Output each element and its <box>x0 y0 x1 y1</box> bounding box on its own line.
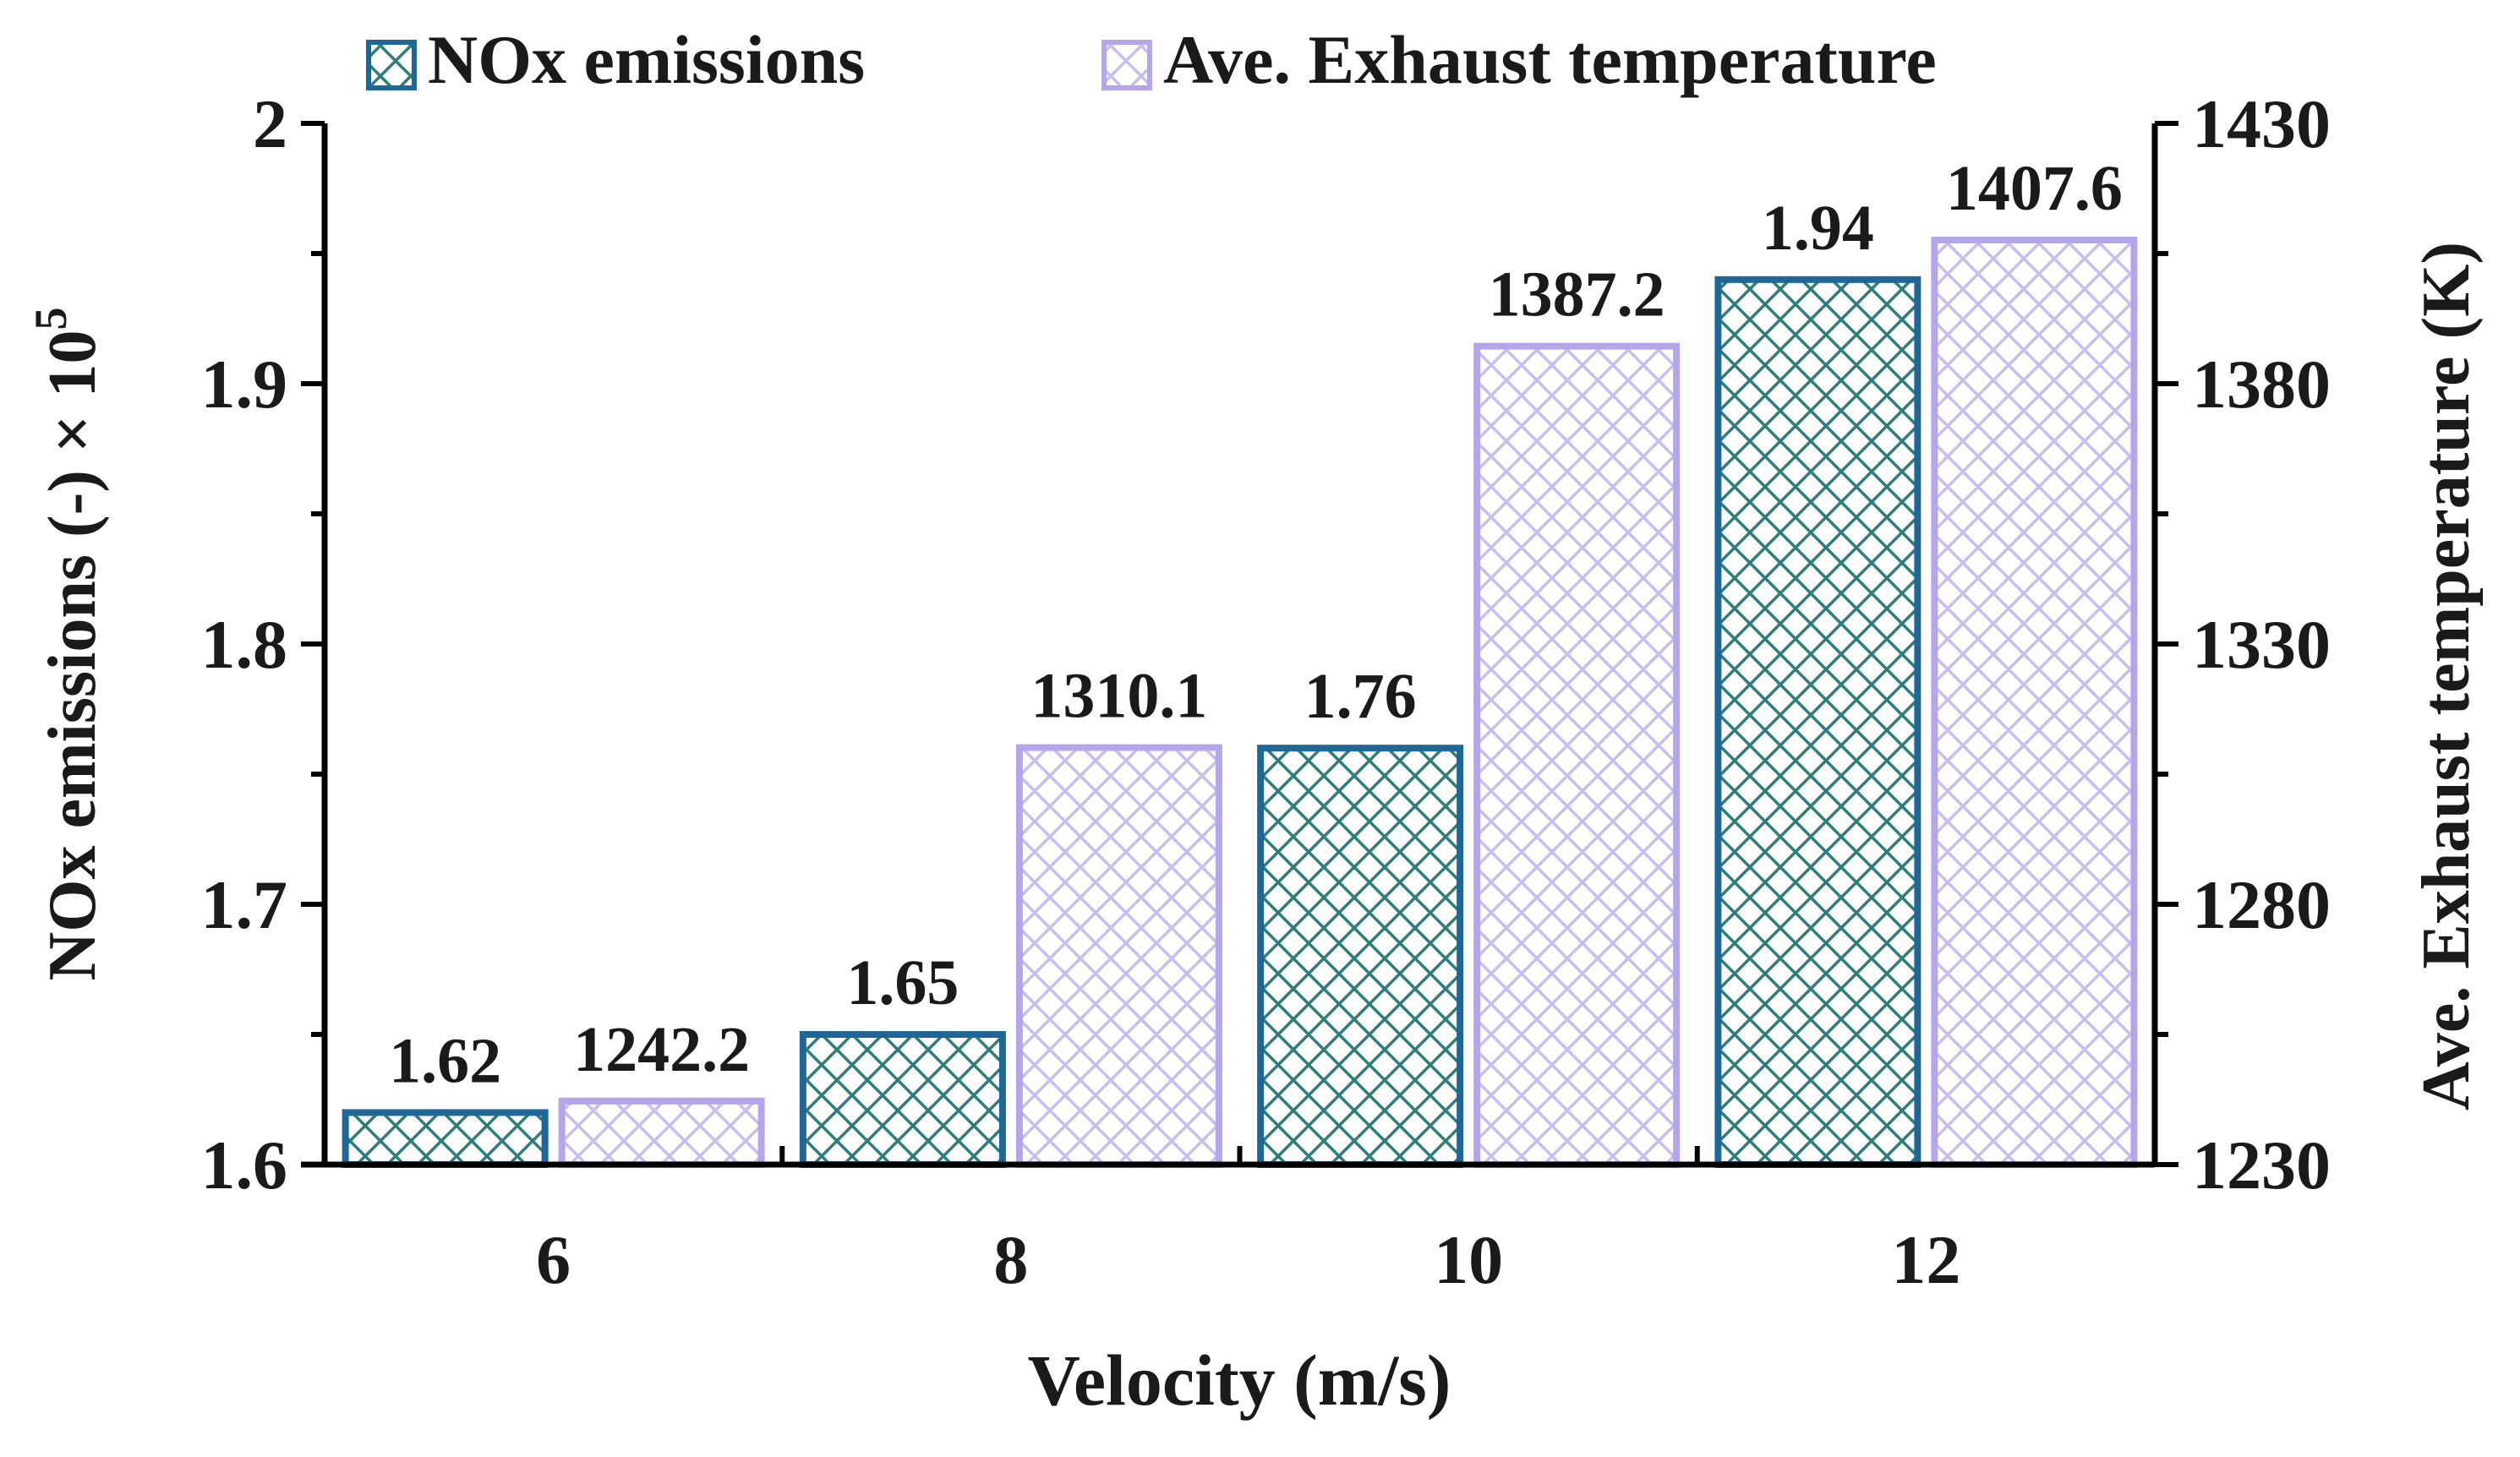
bar-temp-6 <box>558 1097 765 1169</box>
legend-swatch-nox <box>366 40 417 90</box>
x-tick-label-10: 10 <box>1434 1221 1503 1298</box>
data-label-temp-6: 1242.2 <box>573 1014 750 1085</box>
y-tick-label-1.9: 1.9 <box>201 346 288 423</box>
bar-temp-8 <box>1015 744 1222 1168</box>
data-label-temp-8: 1310.1 <box>1030 661 1207 732</box>
bars-layer <box>342 236 2138 1169</box>
bar-nox-12 <box>1714 276 1921 1168</box>
x-tick-label-6: 6 <box>536 1221 571 1298</box>
legend-swatch-temp <box>1101 40 1152 90</box>
legend: NOx emissions Ave. Exhaust temperature <box>366 21 1937 98</box>
x-axis-title: Velocity (m/s) <box>1028 1340 1451 1421</box>
svg-text:NOx emissions (-) × 105: NOx emissions (-) × 105 <box>25 308 110 981</box>
data-label-nox-6: 1.62 <box>389 1025 501 1096</box>
legend-label-nox: NOx emissions <box>428 21 865 98</box>
data-label-temp-12: 1407.6 <box>1946 153 2123 224</box>
data-label-temp-10: 1387.2 <box>1489 259 1665 330</box>
bar-nox-10 <box>1257 745 1464 1168</box>
data-labels-layer: 1.62 1242.2 1.65 1310.1 1.76 1387.2 1.94 1407.6 <box>389 153 2123 1096</box>
y-axis-title-exponent: 5 <box>25 308 76 330</box>
y-tick-label-1.6: 1.6 <box>201 1127 288 1203</box>
legend-label-temp: Ave. Exhaust temperature <box>1163 21 1937 98</box>
bar-temp-10 <box>1473 342 1681 1168</box>
ticks-layer: 6 8 10 12 1.6 1.7 1.8 1.9 2 1230 1280 1330 1380 1430 <box>201 85 2331 1298</box>
y-tick-label-1.8: 1.8 <box>201 606 288 683</box>
data-label-nox-12: 1.94 <box>1762 193 1874 264</box>
bar-nox-6 <box>342 1109 549 1169</box>
bar-temp-12 <box>1931 236 2138 1168</box>
x-tick-label-12: 12 <box>1891 1221 1960 1298</box>
y-tick-label-2: 2 <box>253 85 287 162</box>
y2-tick-label-1380: 1380 <box>2192 346 2331 423</box>
data-label-nox-8: 1.65 <box>846 947 959 1018</box>
y-axis-title: NOx emissions (-) × 10 <box>36 330 110 981</box>
x-tick-label-8: 8 <box>993 1221 1028 1298</box>
y2-tick-label-1330: 1330 <box>2192 606 2331 683</box>
y-tick-label-1.7: 1.7 <box>201 866 288 943</box>
data-label-nox-10: 1.76 <box>1304 661 1417 732</box>
y2-axis-title: Ave. Exhaust temperature (K) <box>2409 242 2484 1110</box>
y-axis-title-group: NOx emissions (-) × 105 <box>25 308 110 981</box>
y2-tick-label-1280: 1280 <box>2192 866 2331 943</box>
y2-tick-label-1430: 1430 <box>2192 85 2331 162</box>
bar-nox-8 <box>799 1031 1006 1168</box>
y2-tick-label-1230: 1230 <box>2192 1127 2331 1203</box>
